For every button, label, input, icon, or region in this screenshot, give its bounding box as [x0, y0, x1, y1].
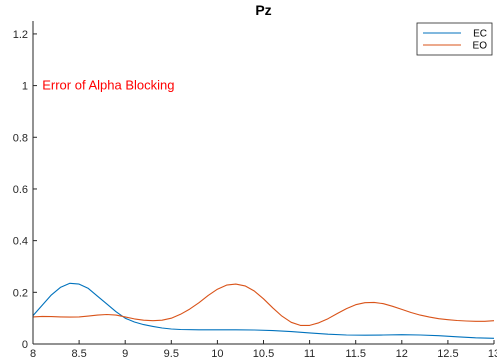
series-line-ec [32, 282, 495, 339]
x-tick-label: 11 [304, 348, 315, 359]
y-tick-label: 0.4 [13, 236, 28, 248]
plot-area [33, 21, 494, 344]
y-tick-label: 1 [22, 81, 28, 93]
chart-title: Pz [255, 2, 271, 18]
series-line-eo [32, 283, 495, 326]
series-layer [32, 282, 495, 339]
y-tick-label: 0 [22, 339, 28, 351]
y-tick-label: 0.2 [13, 287, 28, 299]
annotation-text: Error of Alpha Blocking [42, 78, 174, 93]
x-tick-label: 10 [211, 348, 223, 359]
axes-layer: 8 8.5 9 9.5 10 10.5 11 11.5 12 12.5 13 0 0.2 0.4 0.6 0.… [13, 21, 497, 359]
y-tick-label: 0.6 [13, 184, 28, 196]
x-tick-label: 11.5 [345, 348, 366, 359]
x-tick-label: 8.5 [71, 348, 86, 359]
y-tick-label: 1.2 [13, 29, 28, 41]
x-tick-label: 9 [122, 348, 128, 359]
x-tick-label: 12.5 [437, 348, 458, 359]
x-tick-label: 8 [30, 348, 36, 359]
x-tick-label: 10.5 [253, 348, 274, 359]
legend-label-eo: EO [473, 41, 488, 52]
y-tick-label: 0.8 [13, 132, 28, 144]
legend-label-ec: EC [473, 29, 487, 40]
x-tick-label: 13 [488, 348, 497, 359]
x-tick-label: 12 [396, 348, 408, 359]
legend-box [416, 22, 493, 56]
x-tick-label: 9.5 [164, 348, 179, 359]
